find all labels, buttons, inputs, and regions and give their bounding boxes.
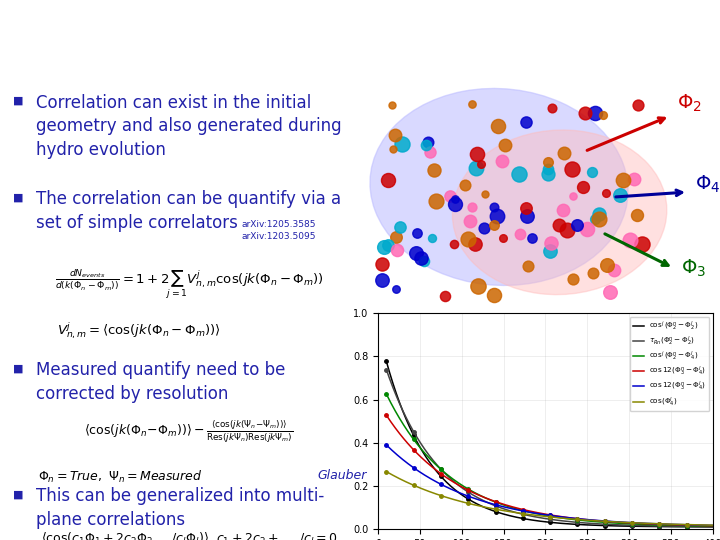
- $\cos^j(\Phi_2^n - \Phi_2^l)$: [575, 521, 584, 528]
- Line: $\tau_{Rn}(\Phi_2^n - \Phi_2^l)$: $\tau_{Rn}(\Phi_2^n - \Phi_2^l)$: [387, 369, 713, 526]
- $\cos(\Phi_4^l)$: [582, 517, 590, 523]
- Ellipse shape: [370, 89, 628, 286]
- Text: Glauber: Glauber: [318, 469, 366, 482]
- Text: $V^{j}_{n,m} = \langle \cos(jk(\Phi_n - \Phi_m)) \rangle$: $V^{j}_{n,m} = \langle \cos(jk(\Phi_n - …: [57, 320, 220, 341]
- Text: ■: ■: [13, 96, 24, 106]
- $\tau_{Rn}(\Phi_2^n - \Phi_2^l)$: [582, 520, 590, 526]
- $\tau_{Rn}(\Phi_2^n - \Phi_2^l)$: [577, 519, 585, 526]
- $\tau_{Rn}(\Phi_2^n - \Phi_2^l)$: [382, 366, 391, 373]
- $\cos 12(\Phi_3^n - \Phi_4^l)$: [582, 516, 590, 523]
- $\cos 12(\Phi_3^n - \Phi_4^l)$: [383, 443, 392, 449]
- Text: The correlation can be quantify via a
set of simple correlators: The correlation can be quantify via a se…: [36, 190, 341, 232]
- $\cos^j(\Phi_2^n - \Phi_2^l)$: [383, 362, 392, 368]
- $\cos 12(\Phi_3^n - \Phi_4^l)$: [382, 442, 391, 448]
- Line: $\cos 12(\Phi_3^n - \Phi_4^l)$: $\cos 12(\Phi_3^n - \Phi_4^l)$: [387, 415, 713, 526]
- $\cos 12(\Phi_3^n - \Phi_4^l)$: [678, 522, 687, 528]
- Text: This can be generalized into multi-
plane correlations: This can be generalized into multi- plan…: [36, 487, 324, 529]
- $\cos 12(\Phi_3^n - \Phi_4^l)$: [582, 516, 590, 523]
- $\cos 12(\Phi_3^n - \Phi_4^l)$: [575, 516, 584, 522]
- $\cos 12(\Phi_3^n - \Phi_4^l)$: [657, 521, 666, 528]
- Text: $\Phi_3$: $\Phi_3$: [681, 258, 706, 279]
- Line: $\cos 12(\Phi_3^n - \Phi_4^l)$: $\cos 12(\Phi_3^n - \Phi_4^l)$: [387, 445, 713, 525]
- $\tau_{Rn}(\Phi_2^n - \Phi_2^l)$: [678, 523, 687, 530]
- $\tau_{Rn}(\Phi_2^n - \Phi_2^l)$: [708, 523, 717, 530]
- Text: ■: ■: [13, 489, 24, 500]
- Text: $\Phi_n = \mathit{True},\ \Psi_n = \mathit{Measured}$: $\Phi_n = \mathit{True},\ \Psi_n = \math…: [38, 469, 202, 485]
- $\cos 12(\Phi_3^n - \Phi_4^l)$: [708, 523, 717, 529]
- $\cos(\Phi_4^l)$: [383, 469, 392, 475]
- $\tau_{Rn}(\Phi_2^n - \Phi_2^l)$: [657, 523, 666, 529]
- $\cos^j(\Phi_2^n - \Phi_4^l)$: [708, 523, 717, 529]
- $\cos^j(\Phi_2^n - \Phi_4^l)$: [657, 522, 666, 528]
- $\cos 12(\Phi_3^n - \Phi_4^l)$: [708, 522, 717, 529]
- $\cos(\Phi_4^l)$: [382, 468, 391, 475]
- $\cos^j(\Phi_2^n - \Phi_2^l)$: [382, 358, 391, 365]
- $\cos 12(\Phi_3^n - \Phi_4^l)$: [382, 412, 391, 418]
- $\cos^j(\Phi_2^n - \Phi_4^l)$: [383, 393, 392, 400]
- $\cos^j(\Phi_2^n - \Phi_2^l)$: [582, 522, 590, 528]
- $\cos^j(\Phi_2^n - \Phi_4^l)$: [382, 391, 391, 397]
- $\tau_{Rn}(\Phi_2^n - \Phi_2^l)$: [575, 519, 584, 526]
- Text: 27: 27: [682, 12, 709, 32]
- $\cos(\Phi_4^l)$: [577, 516, 585, 523]
- $\cos 12(\Phi_3^n - \Phi_4^l)$: [577, 516, 585, 522]
- $\cos^j(\Phi_2^n - \Phi_4^l)$: [582, 517, 590, 524]
- Ellipse shape: [452, 130, 667, 295]
- Line: $\cos^j(\Phi_2^n - \Phi_4^l)$: $\cos^j(\Phi_2^n - \Phi_4^l)$: [387, 394, 713, 526]
- $\cos^j(\Phi_2^n - \Phi_2^l)$: [657, 523, 666, 530]
- $\cos 12(\Phi_3^n - \Phi_4^l)$: [657, 521, 666, 527]
- $\tau_{Rn}(\Phi_2^n - \Phi_2^l)$: [383, 369, 392, 376]
- Text: Correlation between phases of harmonic flow: Correlation between phases of harmonic f…: [22, 19, 720, 48]
- Text: ■: ■: [13, 364, 24, 374]
- $\cos^j(\Phi_2^n - \Phi_4^l)$: [678, 522, 687, 529]
- $\cos^j(\Phi_2^n - \Phi_2^l)$: [678, 524, 687, 530]
- Legend: $\cos^j(\Phi_2^n - \Phi_2^l)$, $\tau_{Rn}(\Phi_2^n - \Phi_2^l)$, $\cos^j(\Phi_2^: $\cos^j(\Phi_2^n - \Phi_2^l)$, $\tau_{Rn…: [630, 317, 709, 411]
- Text: arXiv:1205.3585
arXiv:1203.5095: arXiv:1205.3585 arXiv:1203.5095: [242, 220, 316, 241]
- $\cos^j(\Phi_2^n - \Phi_2^l)$: [577, 521, 585, 528]
- $\cos(\Phi_4^l)$: [678, 521, 687, 528]
- Text: Measured quantify need to be
corrected by resolution: Measured quantify need to be corrected b…: [36, 361, 285, 403]
- $\cos^j(\Phi_2^n - \Phi_2^l)$: [708, 524, 717, 530]
- $\cos 12(\Phi_3^n - \Phi_4^l)$: [678, 522, 687, 528]
- Text: Correlation can exist in the initial
geometry and also generated during
hydro ev: Correlation can exist in the initial geo…: [36, 94, 341, 159]
- $\cos 12(\Phi_3^n - \Phi_4^l)$: [577, 516, 585, 522]
- $\cos^j(\Phi_2^n - \Phi_4^l)$: [575, 517, 584, 523]
- Text: $\frac{dN_{events}}{d(k(\Phi_n - \Phi_m))} = 1 + 2\!\sum_{j=1} V^{j}_{n,m} \cos(: $\frac{dN_{events}}{d(k(\Phi_n - \Phi_m)…: [55, 267, 323, 301]
- Line: $\cos^j(\Phi_2^n - \Phi_2^l)$: $\cos^j(\Phi_2^n - \Phi_2^l)$: [387, 361, 713, 527]
- Text: $\langle \cos(c_1\Phi_1 + 2c_2\Phi_2.../c_l\Phi_l) \rangle\ \ c_1 + 2c_2 + .../c: $\langle \cos(c_1\Phi_1 + 2c_2\Phi_2.../…: [40, 531, 338, 540]
- $\cos^j(\Phi_2^n - \Phi_4^l)$: [577, 517, 585, 523]
- Text: ■: ■: [13, 192, 24, 202]
- $\cos(\Phi_4^l)$: [708, 522, 717, 529]
- Text: $\Phi_2$: $\Phi_2$: [678, 92, 702, 114]
- $\cos 12(\Phi_3^n - \Phi_4^l)$: [383, 414, 392, 420]
- $\cos(\Phi_4^l)$: [657, 521, 666, 527]
- Line: $\cos(\Phi_4^l)$: $\cos(\Phi_4^l)$: [387, 471, 713, 525]
- Text: $\Phi_4$: $\Phi_4$: [695, 174, 720, 195]
- $\cos 12(\Phi_3^n - \Phi_4^l)$: [575, 516, 584, 522]
- Text: $\langle \cos(jk(\Phi_n\!-\!\Phi_m)) \rangle - \frac{\langle \cos(jk(\Psi_n\!-\!: $\langle \cos(jk(\Phi_n\!-\!\Phi_m)) \ra…: [84, 418, 294, 444]
- $\cos(\Phi_4^l)$: [575, 516, 584, 523]
